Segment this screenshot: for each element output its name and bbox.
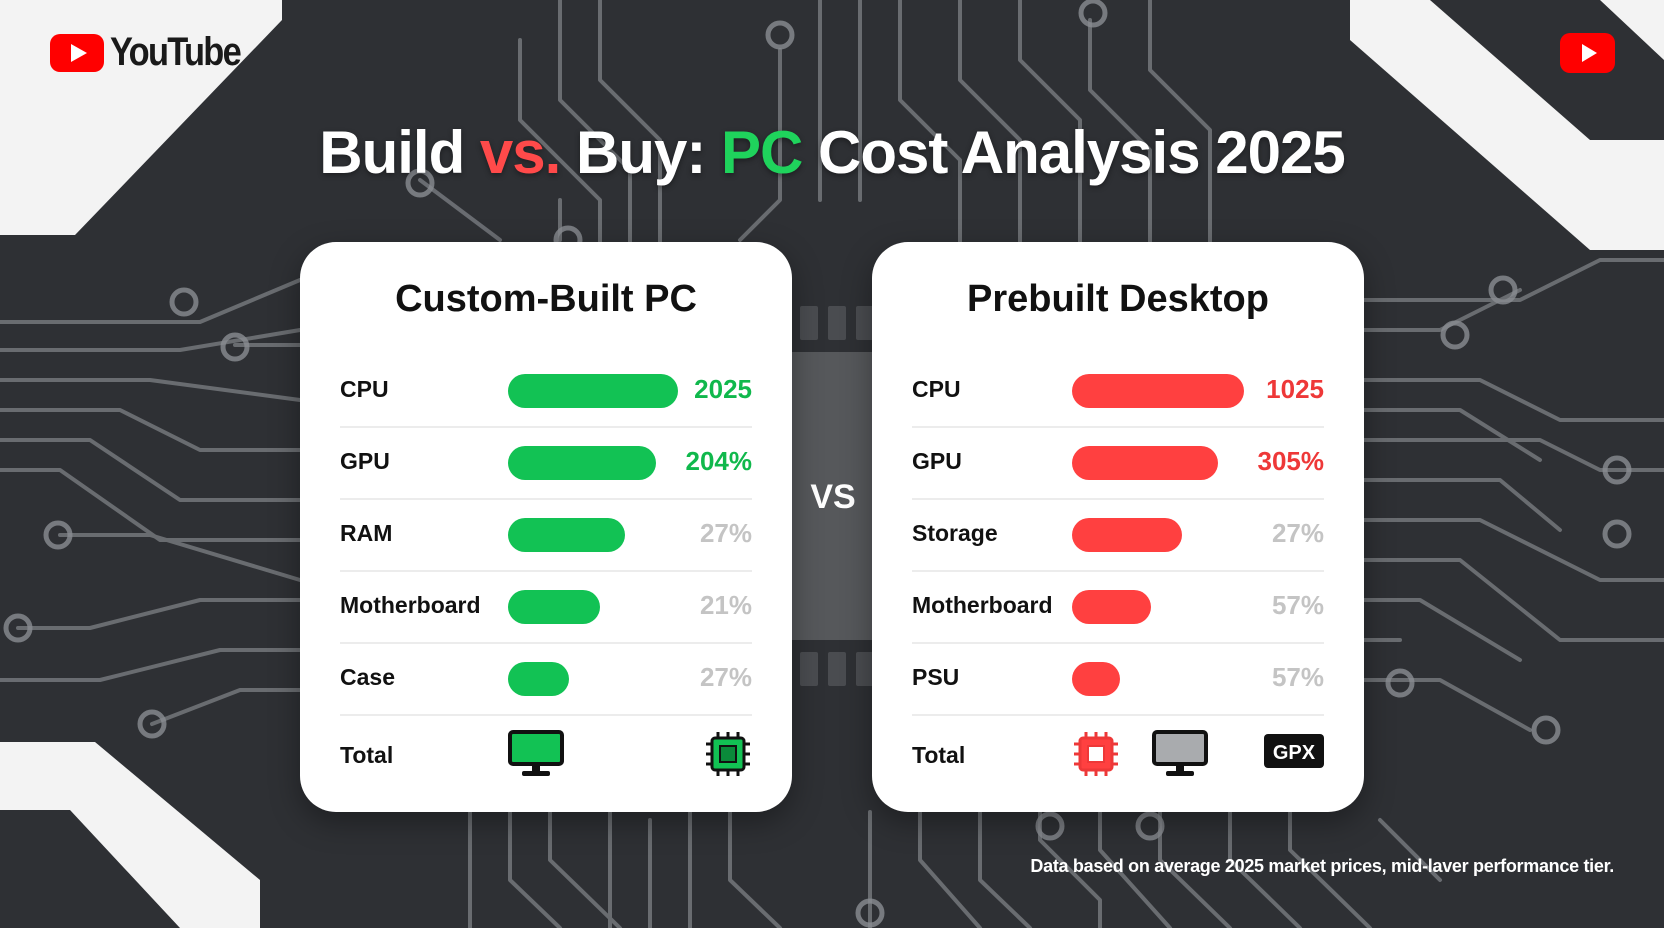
cost-row-gpu: GPU 305% (912, 426, 1324, 500)
cost-row-psu: PSU 57% (912, 642, 1324, 716)
svg-text:GPX: GPX (1273, 742, 1316, 764)
footnote: Data based on average 2025 market prices… (1030, 856, 1614, 876)
row-label: CPU (912, 376, 961, 402)
title-build: Build (319, 119, 480, 186)
card-title: Custom-Built PC (395, 278, 697, 320)
custom-built-card: Custom-Built PC CPU 2025 GPU 204% RAM 27… (300, 242, 792, 812)
total-row: Total GPX (912, 722, 1324, 792)
center-chip (790, 352, 876, 640)
title-pc: PC (720, 119, 803, 186)
row-value: 27% (1271, 518, 1324, 548)
youtube-play-button-icon[interactable] (1560, 33, 1615, 73)
row-label: PSU (912, 664, 960, 690)
gpu-icon: GPX (1264, 734, 1324, 768)
title-vs: vs. (479, 119, 561, 186)
cpu-chip-icon (706, 732, 750, 776)
row-value: 1025 (1266, 374, 1324, 404)
row-value: 21% (699, 590, 752, 620)
cost-bar (1072, 518, 1182, 552)
row-value: 204% (685, 446, 753, 476)
cost-row-motherboard: Motherboard 57% (912, 570, 1324, 644)
cost-bar (508, 590, 600, 624)
row-value: 57% (1271, 662, 1324, 692)
cost-bar (1072, 374, 1244, 408)
total-label: Total (912, 742, 966, 768)
cost-bar (508, 518, 625, 552)
cost-bar (1072, 662, 1120, 696)
cpu-chip-icon (1074, 732, 1118, 776)
title-buy: Buy: (560, 119, 721, 186)
row-label: Motherboard (340, 592, 481, 618)
total-row: Total (340, 722, 752, 792)
cost-row-ram: RAM 27% (340, 498, 752, 572)
total-label: Total (340, 742, 394, 768)
row-label: Case (340, 664, 395, 690)
youtube-play-icon (50, 33, 104, 72)
cost-row-cpu: CPU 2025 (340, 354, 752, 428)
cost-bar (1072, 590, 1151, 624)
row-label: RAM (340, 520, 393, 546)
monitor-icon (508, 730, 564, 776)
cost-row-case: Case 27% (340, 642, 752, 716)
row-value: 27% (699, 518, 752, 548)
cost-row-storage: Storage 27% (912, 498, 1324, 572)
cost-bar (1072, 446, 1218, 480)
cost-row-cpu: CPU 1025 (912, 354, 1324, 428)
row-value: 305% (1257, 446, 1325, 476)
card-title: Prebuilt Desktop (967, 278, 1269, 320)
cost-bar (508, 446, 656, 480)
row-label: GPU (912, 448, 962, 474)
row-label: GPU (340, 448, 390, 474)
youtube-wordmark: YouTube (110, 30, 242, 74)
vs-label: VS (810, 478, 856, 516)
cost-row-motherboard: Motherboard 21% (340, 570, 752, 644)
row-value: 57% (1271, 590, 1324, 620)
monitor-icon (1152, 730, 1208, 776)
cost-bar (508, 374, 678, 408)
row-value: 27% (699, 662, 752, 692)
row-value: 2025 (694, 374, 752, 404)
row-label: CPU (340, 376, 389, 402)
prebuilt-card: Prebuilt Desktop CPU 1025 GPU 305% Stora… (872, 242, 1364, 812)
cost-row-gpu: GPU 204% (340, 426, 752, 500)
page-title: Build vs. Buy: PC Cost Analysis 2025 (0, 118, 1664, 187)
row-label: Storage (912, 520, 998, 546)
youtube-logo[interactable]: YouTube (50, 30, 261, 75)
row-label: Motherboard (912, 592, 1053, 618)
cost-bar (508, 662, 569, 696)
title-cost-analysis: Cost Analysis 2025 (802, 119, 1346, 186)
